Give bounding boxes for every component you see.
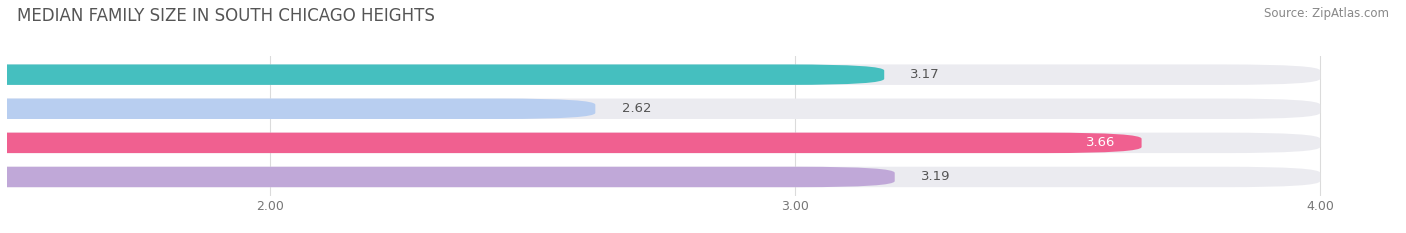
Text: 3.66: 3.66 (1085, 136, 1115, 149)
FancyBboxPatch shape (0, 65, 884, 85)
Text: 3.17: 3.17 (911, 68, 941, 81)
FancyBboxPatch shape (0, 167, 894, 187)
FancyBboxPatch shape (0, 99, 595, 119)
FancyBboxPatch shape (0, 133, 1142, 153)
Text: Source: ZipAtlas.com: Source: ZipAtlas.com (1264, 7, 1389, 20)
FancyBboxPatch shape (0, 167, 1320, 187)
Text: MEDIAN FAMILY SIZE IN SOUTH CHICAGO HEIGHTS: MEDIAN FAMILY SIZE IN SOUTH CHICAGO HEIG… (17, 7, 434, 25)
FancyBboxPatch shape (0, 99, 1320, 119)
Text: 2.62: 2.62 (621, 102, 651, 115)
FancyBboxPatch shape (0, 65, 1320, 85)
Text: 3.19: 3.19 (921, 171, 950, 183)
FancyBboxPatch shape (0, 133, 1320, 153)
